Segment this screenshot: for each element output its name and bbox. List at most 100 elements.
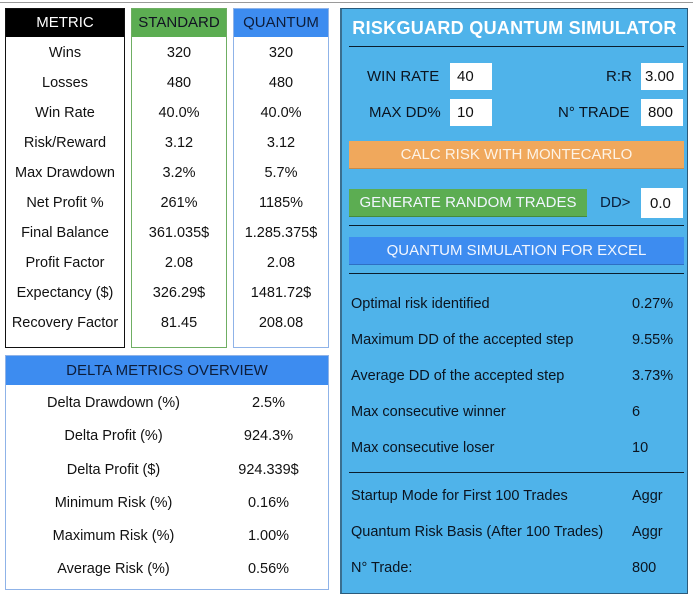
result-label: Maximum DD of the accepted step — [351, 332, 574, 348]
standard-value: 261% — [160, 195, 198, 211]
rr-label: R:R — [606, 68, 632, 85]
delta-row: Delta Profit ($) 924.339$ — [6, 454, 328, 487]
result-value: 9.55% — [632, 332, 674, 348]
metric-label: Recovery Factor — [11, 315, 119, 331]
delta-value: 924.339$ — [238, 461, 299, 478]
result-label: Max consecutive winner — [351, 404, 506, 420]
max-dd-label: MAX DD% — [369, 104, 441, 121]
win-rate-input[interactable] — [450, 63, 492, 90]
rr-input[interactable] — [641, 63, 683, 90]
delta-value: 2.5% — [251, 395, 286, 411]
n-trade-label: N° TRADE — [558, 104, 630, 121]
setting-value: Aggr — [632, 524, 663, 540]
metric-label: Max Drawdown — [15, 165, 115, 181]
delta-row: Delta Profit (%) 924.3% — [6, 420, 328, 453]
section-divider — [349, 472, 684, 473]
result-row: Max consecutive loser 10 — [351, 438, 681, 458]
delta-row: Average Risk (%) 0.56% — [6, 553, 328, 586]
standard-value: 326.29$ — [152, 285, 206, 301]
setting-row: Quantum Risk Basis (After 100 Trades) Agg… — [351, 522, 681, 542]
generate-random-trades-button[interactable]: GENERATE RANDOM TRADES — [349, 189, 587, 217]
standard-value: 480 — [166, 75, 192, 91]
quantum-value: 480 — [268, 75, 294, 91]
delta-label: Average Risk (%) — [57, 561, 170, 578]
metric-label: Win Rate — [35, 105, 95, 121]
setting-label: Quantum Risk Basis (After 100 Trades) — [351, 524, 604, 540]
delta-row: Maximum Risk (%) 1.00% — [6, 520, 328, 553]
setting-label: N° Trade: — [351, 560, 413, 576]
standard-column: STANDARD 320 480 40.0% 3.12 3.2% 261% 361.035$… — [131, 8, 227, 348]
quantum-value: 1185% — [258, 195, 304, 211]
standard-value: 320 — [166, 45, 192, 61]
top-divider — [0, 2, 693, 3]
metric-label: Losses — [42, 75, 88, 91]
metric-label: Final Balance — [21, 225, 109, 241]
setting-value: 800 — [632, 560, 657, 576]
delta-row: Delta Drawdown (%) 2.5% — [6, 387, 328, 420]
result-value: 3.73% — [632, 368, 674, 384]
quantum-simulation-excel-button[interactable]: QUANTUM SIMULATION FOR EXCEL — [349, 237, 684, 265]
standard-value: 3.2% — [162, 165, 196, 181]
standard-header: STANDARD — [132, 9, 226, 37]
metric-label: Profit Factor — [25, 255, 105, 271]
setting-row: Startup Mode for First 100 Trades Aggr — [351, 486, 681, 506]
result-row: Max consecutive winner 6 — [351, 402, 681, 422]
delta-value: 0.56% — [247, 561, 290, 578]
delta-label: Maximum Risk (%) — [52, 528, 175, 545]
max-dd-input[interactable] — [450, 99, 492, 126]
metric-label: Risk/Reward — [23, 135, 107, 151]
setting-row: N° Trade: 800 — [351, 558, 681, 578]
metric-label: Net Profit % — [26, 195, 104, 211]
result-value: 0.27% — [632, 296, 674, 312]
result-row: Optimal risk identified 0.27% — [351, 294, 681, 314]
delta-value: 0.16% — [247, 494, 290, 511]
standard-value: 2.08 — [164, 255, 194, 271]
result-value: 10 — [632, 440, 649, 456]
quantum-value: 1.285.375$ — [244, 225, 318, 241]
result-row: Average DD of the accepted step 3.73% — [351, 366, 681, 386]
result-row: Maximum DD of the accepted step 9.55% — [351, 330, 681, 350]
calc-risk-montecarlo-button[interactable]: CALC RISK WITH MONTECARLO — [349, 141, 684, 169]
quantum-column: QUANTUM 320 480 40.0% 3.12 5.7% 1185% 1.285.37… — [233, 8, 329, 348]
quantum-value: 1481.72$ — [250, 285, 312, 301]
metric-label: Wins — [48, 45, 82, 61]
delta-label: Delta Drawdown (%) — [47, 395, 180, 411]
quantum-value: 40.0% — [260, 105, 302, 121]
result-label: Optimal risk identified — [351, 296, 490, 312]
dd-threshold-label: DD> — [600, 194, 631, 211]
delta-row: Minimum Risk (%) 0.16% — [6, 487, 328, 520]
setting-value: Aggr — [632, 488, 663, 504]
metric-header: METRIC — [6, 9, 124, 37]
quantum-value: 3.12 — [266, 135, 296, 151]
standard-value: 40.0% — [158, 105, 200, 121]
delta-metrics-title: DELTA METRICS OVERVIEW — [6, 356, 328, 385]
title-divider — [349, 46, 684, 47]
standard-value: 3.12 — [164, 135, 194, 151]
setting-label: Startup Mode for First 100 Trades — [351, 488, 568, 504]
delta-value: 1.00% — [247, 528, 290, 545]
win-rate-label: WIN RATE — [367, 68, 440, 85]
dd-threshold-input[interactable] — [641, 188, 683, 218]
standard-value: 361.035$ — [148, 225, 210, 241]
simulator-title: RISKGUARD QUANTUM SIMULATOR — [352, 18, 677, 38]
standard-value: 81.45 — [160, 315, 198, 331]
quantum-header: QUANTUM — [234, 9, 328, 37]
simulator-panel: RISKGUARD QUANTUM SIMULATOR WIN RATE R:R… — [340, 8, 688, 594]
quantum-value: 320 — [268, 45, 294, 61]
section-divider — [349, 273, 684, 274]
quantum-value: 5.7% — [264, 165, 298, 181]
section-divider — [349, 225, 684, 226]
delta-value: 924.3% — [243, 428, 294, 445]
delta-label: Minimum Risk (%) — [54, 494, 173, 511]
result-label: Max consecutive loser — [351, 440, 495, 456]
delta-metrics-panel: DELTA METRICS OVERVIEW Delta Drawdown (%… — [5, 355, 329, 590]
n-trade-input[interactable] — [641, 99, 683, 126]
result-label: Average DD of the accepted step — [351, 368, 565, 384]
metric-label: Expectancy ($) — [16, 285, 114, 301]
quantum-value: 2.08 — [266, 255, 296, 271]
quantum-value: 208.08 — [258, 315, 304, 331]
result-value: 6 — [632, 404, 641, 420]
delta-label: Delta Profit ($) — [66, 461, 161, 478]
metric-column: METRIC Wins Losses Win Rate Risk/Reward Max … — [5, 8, 125, 348]
delta-label: Delta Profit (%) — [64, 428, 163, 445]
